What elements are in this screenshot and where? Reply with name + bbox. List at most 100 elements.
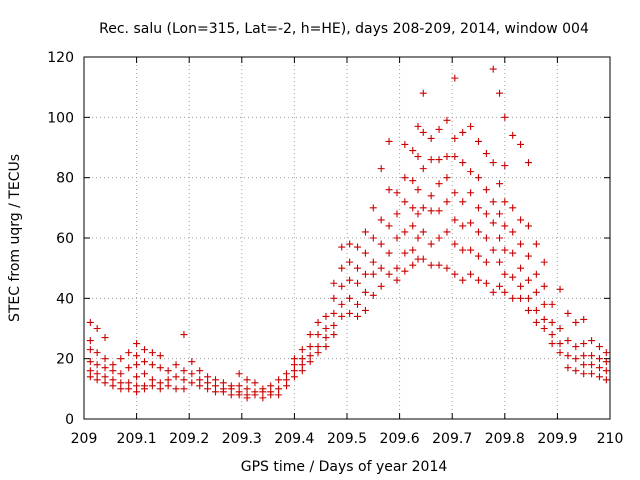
data-point — [451, 240, 459, 248]
data-point — [180, 385, 188, 393]
data-point — [459, 222, 467, 230]
data-point — [482, 234, 490, 242]
data-point — [306, 358, 314, 366]
data-point — [117, 385, 125, 393]
x-tick-label: 209.3 — [222, 431, 262, 447]
data-point — [482, 186, 490, 194]
data-point — [540, 325, 548, 332]
data-point — [419, 165, 427, 173]
data-point — [212, 376, 219, 384]
data-point — [496, 258, 504, 266]
data-point — [435, 180, 443, 188]
data-point — [548, 331, 556, 339]
data-point — [330, 309, 338, 317]
x-tick-label: 209.1 — [117, 431, 157, 447]
data-point — [595, 373, 603, 381]
data-point — [298, 346, 306, 354]
data-point — [219, 379, 227, 387]
y-tick-label: 40 — [56, 291, 74, 307]
data-point — [354, 300, 362, 308]
data-point — [602, 376, 610, 384]
data-point — [580, 361, 588, 369]
data-point — [496, 234, 504, 242]
data-point — [556, 340, 564, 348]
data-point — [164, 382, 172, 390]
data-point — [133, 373, 141, 381]
data-point — [401, 228, 409, 236]
y-axis-label: STEC from uqrg / TECUs — [7, 154, 23, 322]
data-point — [346, 258, 354, 266]
data-point — [322, 343, 330, 351]
data-point — [196, 367, 204, 375]
data-point — [283, 370, 291, 378]
data-point — [125, 364, 133, 372]
data-point — [532, 318, 540, 326]
x-tick-label: 210 — [597, 431, 624, 447]
data-point — [540, 315, 548, 323]
data-point — [298, 367, 306, 375]
data-point — [369, 204, 377, 212]
data-point — [314, 343, 322, 351]
data-point — [602, 367, 610, 375]
data-point — [451, 153, 459, 161]
data-point — [354, 279, 362, 287]
data-point — [467, 189, 475, 197]
data-point — [101, 355, 109, 363]
data-point — [204, 373, 212, 381]
data-point — [409, 222, 417, 230]
data-point — [524, 222, 532, 230]
data-point — [401, 249, 409, 257]
data-point — [588, 337, 596, 345]
x-axis-label: GPS time / Days of year 2014 — [241, 459, 448, 475]
data-point — [496, 89, 504, 97]
data-point — [419, 204, 427, 212]
data-point — [204, 385, 212, 393]
data-point — [306, 352, 314, 360]
data-point — [196, 382, 204, 390]
data-point — [548, 318, 556, 326]
data-point — [109, 361, 117, 369]
data-point — [509, 228, 517, 236]
data-point — [338, 243, 346, 251]
data-point — [172, 373, 180, 381]
data-point — [435, 207, 443, 215]
data-point — [117, 370, 125, 378]
data-point — [401, 140, 409, 148]
data-point — [290, 355, 298, 363]
data-point — [354, 264, 362, 272]
data-point — [427, 207, 435, 215]
data-point — [86, 358, 94, 366]
data-point — [517, 264, 525, 272]
data-point — [572, 367, 580, 375]
data-point — [489, 288, 497, 296]
data-point — [435, 156, 443, 164]
data-point — [86, 367, 94, 375]
data-point — [267, 391, 275, 399]
x-tick-label: 209.7 — [432, 431, 472, 447]
data-point — [443, 116, 451, 124]
data-point — [451, 189, 459, 197]
data-point — [501, 113, 509, 121]
data-point — [489, 159, 497, 167]
data-point — [140, 370, 148, 378]
data-point — [427, 261, 435, 269]
data-point — [219, 388, 227, 396]
data-point — [306, 331, 314, 339]
data-point — [475, 137, 482, 145]
data-point — [330, 331, 338, 339]
data-point — [482, 258, 490, 266]
data-point — [509, 131, 517, 139]
data-point — [156, 352, 164, 360]
data-point — [580, 315, 588, 323]
data-point — [393, 210, 401, 218]
data-point — [451, 216, 459, 224]
data-point — [451, 270, 459, 278]
data-point — [251, 391, 259, 399]
data-point — [369, 291, 377, 299]
x-tick-label: 209.2 — [169, 431, 209, 447]
data-point — [275, 391, 283, 399]
data-point — [509, 273, 517, 281]
data-point — [314, 331, 322, 339]
data-point — [148, 382, 156, 390]
data-point — [414, 210, 422, 218]
